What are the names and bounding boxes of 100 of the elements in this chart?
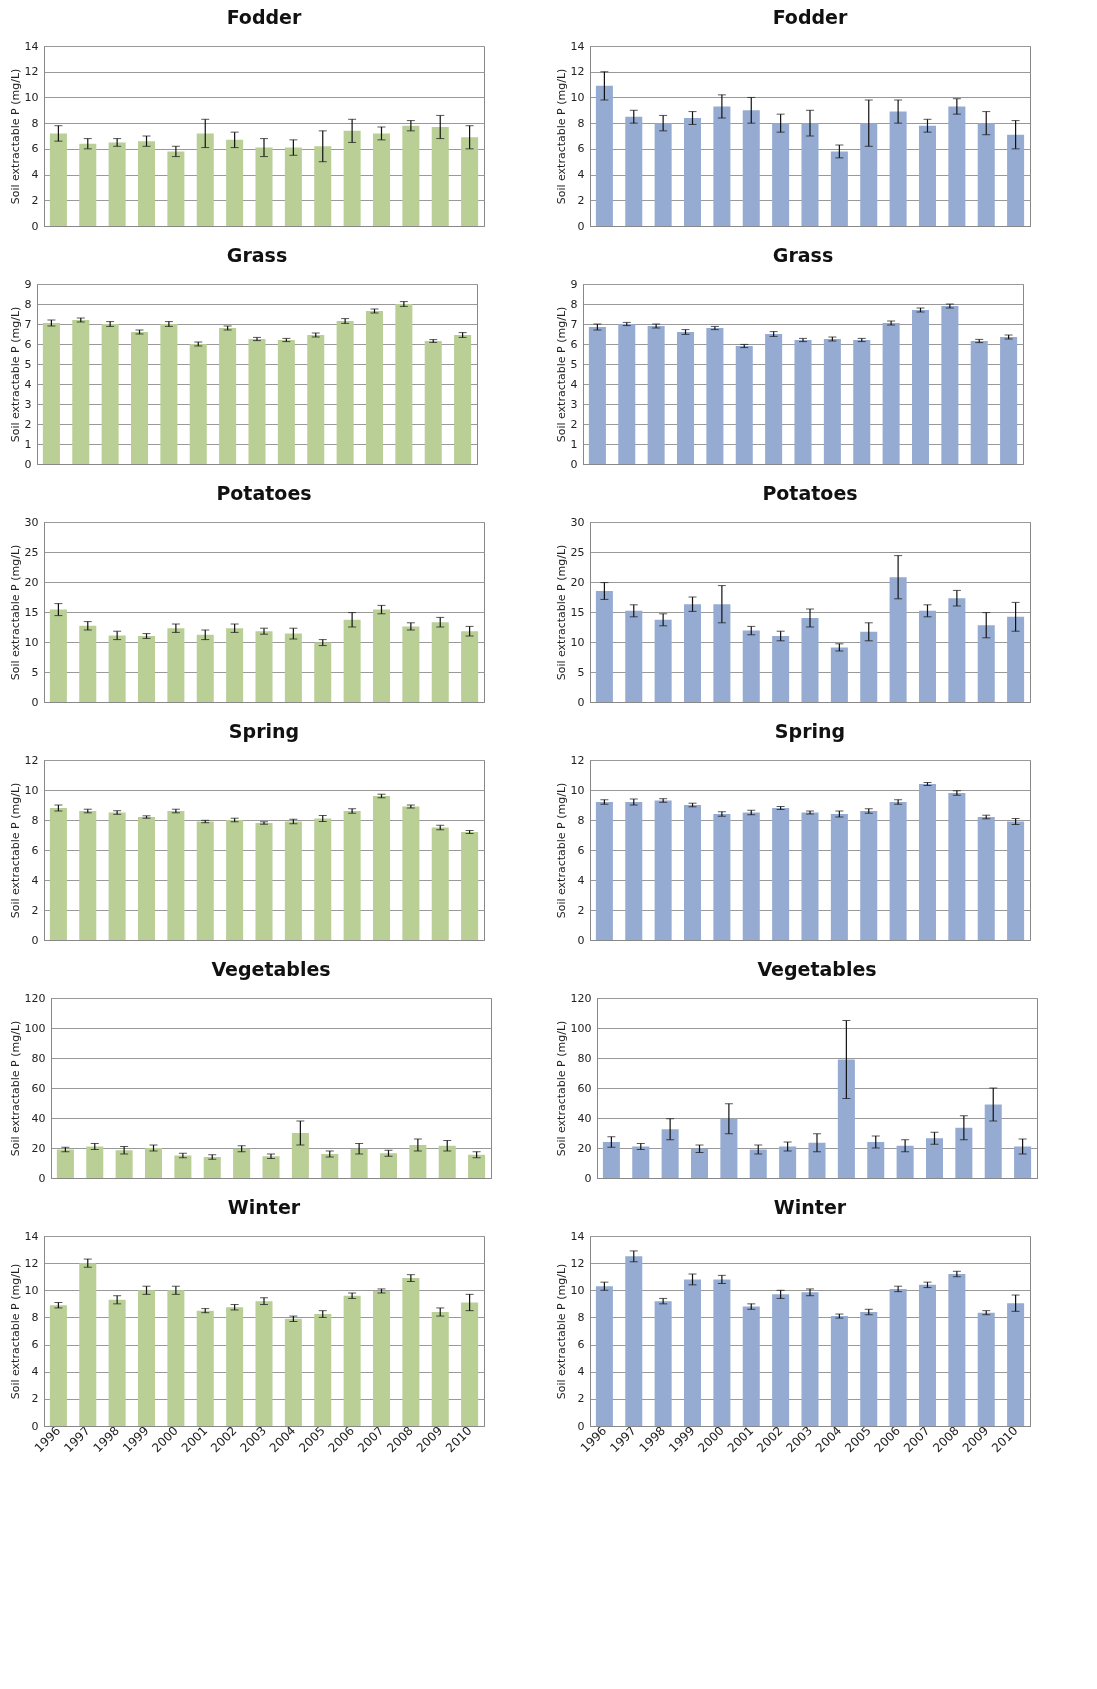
chart-title: Fodder	[226, 6, 302, 28]
bar	[424, 341, 442, 464]
bar	[402, 806, 420, 940]
bar	[896, 1145, 914, 1178]
chart-title: Spring	[228, 720, 300, 742]
bar	[918, 610, 937, 702]
chart-title: Potatoes	[762, 482, 858, 504]
y-tick-label: 12	[570, 753, 585, 767]
bar	[108, 812, 126, 940]
y-tick-label: 0	[584, 1171, 592, 1185]
y-tick-label: 20	[577, 1141, 592, 1155]
bar	[438, 1145, 456, 1178]
bar	[49, 1305, 67, 1426]
y-axis-title: Soil extractable P (mg/L)	[8, 1263, 22, 1400]
y-axis-title: Soil extractable P (mg/L)	[554, 306, 568, 443]
bar	[1007, 616, 1025, 702]
bar	[595, 1286, 613, 1426]
bar	[49, 133, 67, 226]
bar	[889, 111, 907, 226]
y-tick-label: 8	[31, 1310, 39, 1324]
y-tick-label: 6	[31, 843, 39, 857]
bar	[720, 1118, 738, 1178]
y-tick-label: 4	[577, 168, 585, 182]
y-tick-label: 4	[577, 873, 585, 887]
y-tick-label: 9	[570, 277, 578, 291]
bar	[86, 1146, 104, 1178]
bar	[144, 1148, 163, 1178]
bar	[654, 800, 672, 940]
bar	[713, 604, 731, 702]
bar	[409, 1145, 427, 1178]
y-tick-label: 0	[577, 695, 585, 709]
bar	[1007, 821, 1025, 940]
bar	[779, 1146, 797, 1178]
y-tick-label: 30	[24, 515, 39, 529]
y-tick-label: 2	[31, 903, 39, 917]
y-tick-label: 100	[24, 1021, 46, 1035]
bar	[925, 1138, 944, 1178]
bar	[372, 609, 391, 702]
bar	[749, 1149, 767, 1178]
bar	[431, 622, 449, 702]
bar	[79, 143, 97, 226]
bar	[196, 821, 214, 940]
bar	[918, 784, 937, 940]
y-tick-label: 0	[38, 1171, 46, 1185]
bar	[661, 1129, 679, 1178]
chart-title: Potatoes	[216, 482, 312, 504]
bar	[115, 1150, 133, 1178]
bar	[255, 631, 273, 702]
bar	[167, 628, 185, 702]
y-axis-title: Soil extractable P (mg/L)	[8, 782, 22, 919]
y-tick-label: 10	[570, 635, 585, 649]
bar	[977, 1312, 995, 1426]
y-axis-title: Soil extractable P (mg/L)	[8, 68, 22, 205]
bar	[431, 127, 449, 226]
y-tick-label: 4	[570, 377, 578, 391]
y-tick-label: 3	[570, 397, 578, 411]
y-tick-label: 12	[24, 1256, 39, 1270]
y-tick-label: 9	[24, 277, 32, 291]
bar	[801, 812, 819, 940]
bar	[314, 818, 332, 940]
bar	[955, 1127, 973, 1178]
bar	[772, 636, 790, 702]
bar	[1007, 1303, 1025, 1426]
y-tick-label: 10	[24, 1283, 39, 1297]
bar	[918, 1284, 937, 1426]
y-tick-label: 0	[570, 457, 578, 471]
y-tick-label: 2	[577, 193, 585, 207]
bar	[808, 1142, 826, 1178]
chart-title: Winter	[773, 1196, 847, 1218]
y-tick-label: 4	[24, 377, 32, 391]
y-tick-label: 12	[570, 1256, 585, 1270]
bar	[49, 609, 67, 702]
y-tick-label: 60	[577, 1081, 592, 1095]
bar	[948, 106, 966, 226]
bar	[830, 151, 848, 226]
bar	[137, 817, 156, 940]
bar	[284, 147, 302, 226]
y-tick-label: 8	[577, 1310, 585, 1324]
bar	[137, 636, 156, 702]
bar	[108, 635, 126, 702]
y-tick-label: 80	[577, 1051, 592, 1065]
y-tick-label: 4	[577, 1365, 585, 1379]
y-tick-label: 0	[577, 933, 585, 947]
y-tick-label: 6	[24, 337, 32, 351]
y-tick-label: 1	[24, 437, 32, 451]
bar	[431, 1312, 449, 1426]
bar	[402, 125, 420, 226]
bar	[255, 1301, 273, 1426]
bar	[196, 1310, 214, 1426]
y-tick-label: 30	[570, 515, 585, 529]
bar	[262, 1156, 280, 1178]
y-tick-label: 2	[577, 903, 585, 917]
y-tick-label: 40	[31, 1111, 46, 1125]
bar	[350, 1148, 368, 1178]
y-tick-label: 10	[24, 90, 39, 104]
bar	[918, 125, 937, 226]
y-tick-label: 15	[24, 605, 39, 619]
y-tick-label: 8	[31, 116, 39, 130]
bar	[772, 123, 790, 226]
y-tick-label: 6	[577, 843, 585, 857]
